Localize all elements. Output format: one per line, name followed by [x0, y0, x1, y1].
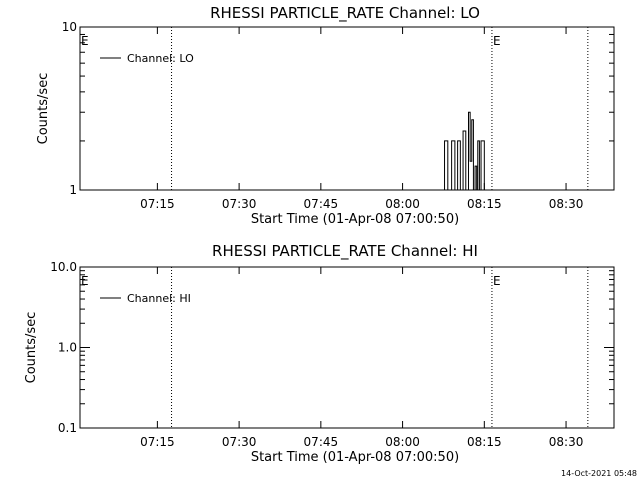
- y-tick-label: 10.0: [50, 260, 77, 274]
- chart-panel-2: RHESSI PARTICLE_RATE Channel: HI 07:15 07:…: [24, 242, 615, 465]
- y-tick-label: 1.0: [58, 341, 77, 355]
- x-tick-label: 08:15: [467, 435, 502, 449]
- legend-entry: Channel: HI: [127, 292, 191, 305]
- x-tick-label: 07:15: [140, 435, 175, 449]
- x-tick-label: 08:00: [385, 197, 420, 211]
- x-tick-label: 07:15: [140, 197, 175, 211]
- x-tick-label: 08:00: [385, 435, 420, 449]
- y-tick-label: 1: [69, 183, 77, 197]
- series-line: [441, 111, 489, 191]
- x-tick-label: 07:45: [304, 435, 339, 449]
- y-axis-label: Counts/sec: [24, 312, 39, 384]
- x-tick-label: 07:45: [304, 197, 339, 211]
- x-tick-label: 07:30: [222, 435, 257, 449]
- y-tick-label: 10: [62, 20, 77, 34]
- legend: Channel: LO: [100, 52, 194, 65]
- chart-panel-1: RHESSI PARTICLE_RATE Channel: LO 07:15 07:…: [36, 4, 615, 227]
- event-marker-label: E: [81, 34, 89, 48]
- x-axis-label: Start Time (01-Apr-08 07:00:50): [251, 450, 459, 465]
- x-tick-label: 08:30: [549, 197, 584, 211]
- y-axis-label: Counts/sec: [36, 73, 51, 145]
- x-axis-label: Start Time (01-Apr-08 07:00:50): [251, 212, 459, 227]
- x-tick-label: 07:30: [222, 197, 257, 211]
- x-tick-label: 08:30: [549, 435, 584, 449]
- event-marker-label: E: [493, 274, 501, 288]
- event-marker-label: E: [493, 34, 501, 48]
- chart-title: RHESSI PARTICLE_RATE Channel: HI: [212, 242, 478, 261]
- legend: Channel: HI: [100, 292, 191, 305]
- x-tick-label: 08:15: [467, 197, 502, 211]
- legend-entry: Channel: LO: [127, 52, 194, 65]
- plot-frame: [79, 26, 615, 191]
- timestamp-footer: 14-Oct-2021 05:48: [561, 469, 637, 478]
- event-marker-label: E: [81, 274, 89, 288]
- chart-title: RHESSI PARTICLE_RATE Channel: LO: [210, 4, 480, 23]
- y-tick-label: 0.1: [58, 421, 77, 435]
